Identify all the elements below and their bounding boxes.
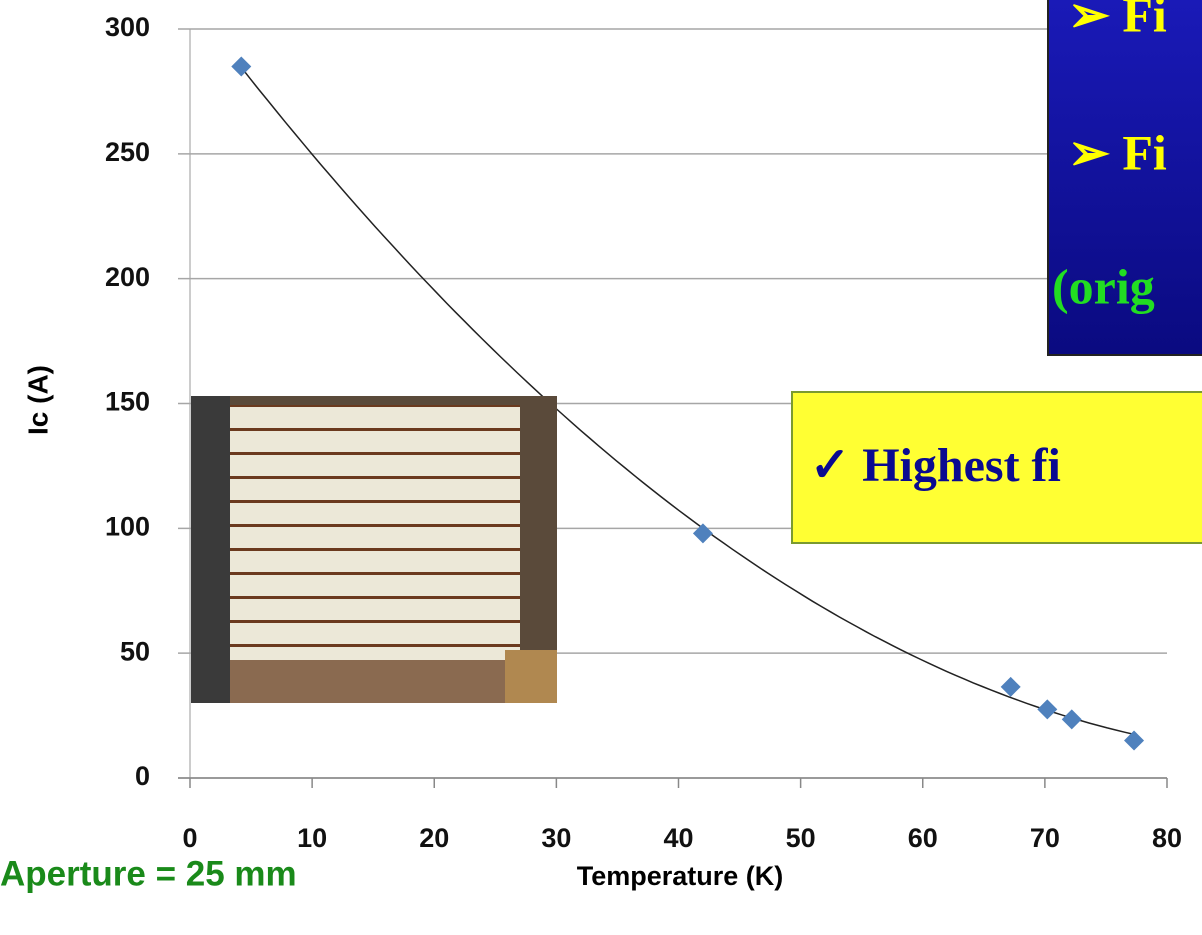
y-tick-label: 0	[135, 761, 150, 791]
x-tick-label: 80	[1152, 823, 1182, 853]
x-tick-label: 40	[663, 823, 693, 853]
x-tick-label: 20	[419, 823, 449, 853]
x-tick-label: 30	[541, 823, 571, 853]
y-tick-label: 100	[105, 511, 150, 541]
data-point	[1062, 709, 1082, 729]
data-point	[1001, 677, 1021, 697]
x-tick-label: 70	[1030, 823, 1060, 853]
y-axis-label: Ic (A)	[22, 365, 53, 435]
chart: 0 50 100 150 200 250 300 0 10 20 30 40 50 60 70 80 Ic (…	[0, 0, 1202, 930]
photo-inset	[191, 396, 557, 703]
yellow-box: ✓ Highest fi	[792, 392, 1202, 543]
page: {"chart_data": {"type": "scatter", "x_la…	[0, 0, 1202, 930]
blue-box: ➢ Fi ➢ Fi (orig	[1048, 0, 1202, 355]
x-tick-label: 10	[297, 823, 327, 853]
data-point	[1037, 699, 1057, 719]
data-point	[693, 523, 713, 543]
y-tick-label: 300	[105, 12, 150, 42]
x-tick-label: 0	[182, 823, 197, 853]
y-tick-label: 50	[120, 636, 150, 666]
data-point	[1124, 731, 1144, 751]
box-line: ➢ Fi	[1068, 124, 1167, 180]
box-line: (orig	[1052, 258, 1155, 314]
y-tick-label: 250	[105, 137, 150, 167]
x-tick-label: 50	[786, 823, 816, 853]
box-line: ➢ Fi	[1068, 0, 1167, 42]
box-line: ✓ Highest fi	[810, 439, 1061, 492]
y-tick-label: 200	[105, 262, 150, 292]
y-tick-label: 150	[105, 387, 150, 417]
data-point	[231, 56, 251, 76]
caption: Aperture = 25 mm	[0, 854, 297, 893]
x-tick-label: 60	[908, 823, 938, 853]
x-axis-label: Temperature (K)	[577, 861, 784, 891]
